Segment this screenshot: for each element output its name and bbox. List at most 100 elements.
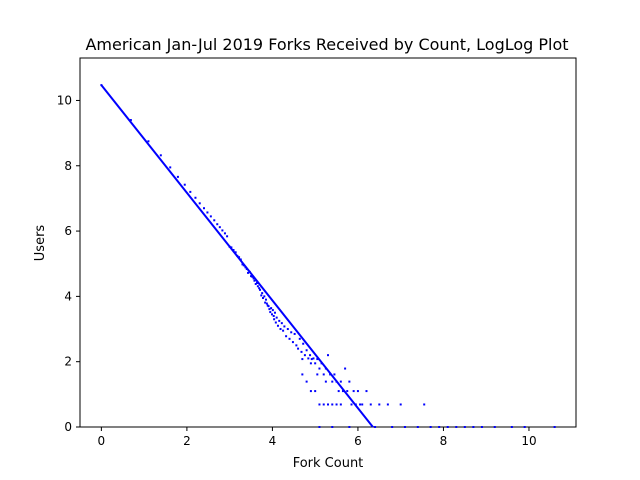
y-tick-label: 4 <box>64 289 72 303</box>
data-point <box>261 292 264 295</box>
data-point <box>399 403 402 406</box>
data-point <box>320 362 323 365</box>
data-point <box>331 426 334 428</box>
data-point <box>267 305 270 308</box>
data-point <box>429 426 432 428</box>
data-point <box>169 166 172 169</box>
data-point <box>278 319 281 322</box>
data-marks <box>100 84 556 428</box>
plot-frame <box>79 57 577 428</box>
data-point <box>354 403 357 406</box>
data-point <box>365 390 368 393</box>
data-point <box>189 190 192 193</box>
data-point <box>286 328 289 331</box>
data-point <box>183 183 186 186</box>
data-point <box>309 354 312 357</box>
data-point <box>241 263 244 266</box>
data-point <box>374 426 377 428</box>
data-point <box>298 337 301 340</box>
data-point <box>248 270 251 273</box>
data-point <box>285 335 288 338</box>
data-point <box>194 196 197 199</box>
data-point <box>302 342 305 345</box>
x-axis-label: Fork Count <box>293 456 364 471</box>
data-point <box>230 246 233 249</box>
data-point <box>213 219 216 222</box>
data-point <box>252 277 255 280</box>
data-point <box>273 318 276 321</box>
data-point <box>309 390 312 393</box>
data-point <box>463 426 466 428</box>
data-point <box>238 256 241 259</box>
data-point <box>386 403 389 406</box>
data-point <box>493 426 496 428</box>
data-point <box>276 324 279 327</box>
data-point <box>272 314 275 317</box>
data-point <box>446 426 449 428</box>
data-point <box>239 258 242 261</box>
data-point <box>232 249 235 252</box>
data-point <box>265 302 268 305</box>
data-point <box>331 403 334 406</box>
y-tick-label: 6 <box>64 224 72 238</box>
data-point <box>305 349 308 352</box>
data-point <box>265 298 267 301</box>
data-point <box>269 311 272 314</box>
data-point <box>300 350 303 353</box>
data-point <box>283 325 286 328</box>
data-point <box>216 223 219 226</box>
data-point <box>271 309 274 312</box>
data-point <box>322 403 325 406</box>
data-point <box>553 426 556 428</box>
data-point <box>314 362 317 365</box>
data-point <box>312 357 315 360</box>
data-point <box>226 235 229 238</box>
x-tick-label: 2 <box>183 434 191 448</box>
data-point <box>416 426 419 428</box>
data-point <box>297 347 300 350</box>
x-tick-label: 0 <box>98 434 106 448</box>
data-point <box>253 279 256 282</box>
data-point <box>455 426 458 428</box>
data-point <box>288 337 291 340</box>
data-point <box>258 287 261 290</box>
data-point <box>391 426 394 428</box>
y-tick-label: 8 <box>64 159 72 173</box>
data-point <box>247 271 250 274</box>
data-point <box>341 390 344 393</box>
data-point <box>221 229 224 232</box>
data-point <box>159 154 162 157</box>
data-point <box>256 285 259 288</box>
data-point <box>348 380 351 383</box>
data-point <box>316 373 319 376</box>
data-point <box>523 426 526 428</box>
data-point <box>356 390 359 393</box>
data-point <box>335 380 338 383</box>
data-point <box>423 403 426 406</box>
data-point <box>218 226 221 229</box>
data-point <box>268 308 271 311</box>
data-point <box>251 275 254 278</box>
data-point <box>242 264 245 267</box>
data-point <box>322 373 325 376</box>
data-point <box>236 254 239 257</box>
plot-area <box>79 57 577 428</box>
data-point <box>206 211 209 214</box>
y-axis-label: Users <box>33 225 48 262</box>
data-point <box>327 354 329 357</box>
y-tick-label: 10 <box>57 93 72 107</box>
data-point <box>259 288 262 291</box>
data-point <box>361 403 364 406</box>
data-point <box>339 380 342 383</box>
y-tick-label: 0 <box>64 420 72 434</box>
data-point <box>310 358 313 361</box>
data-point <box>129 119 132 122</box>
data-point <box>254 282 257 285</box>
data-point <box>337 390 340 393</box>
data-point <box>293 332 296 335</box>
data-point <box>203 207 205 210</box>
data-point <box>314 390 317 393</box>
data-point <box>318 403 321 406</box>
data-point <box>282 329 285 332</box>
